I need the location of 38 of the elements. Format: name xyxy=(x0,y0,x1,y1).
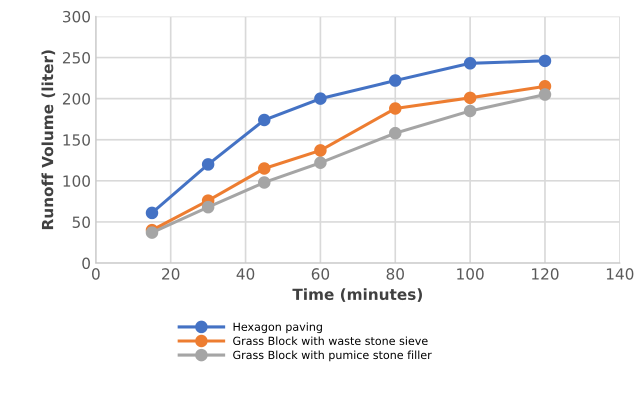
y-tick-label: 250 xyxy=(62,52,90,64)
y-tick-label: 0 xyxy=(82,258,90,270)
legend-label: Grass Block with waste stone sieve xyxy=(233,336,428,346)
point xyxy=(314,144,327,157)
y-tick-label: 200 xyxy=(62,93,90,105)
x-tick-label: 40 xyxy=(236,268,254,280)
point xyxy=(464,57,476,70)
y-tick-label: 50 xyxy=(72,216,90,228)
point xyxy=(146,206,158,220)
x-tick-label: 140 xyxy=(606,268,634,280)
x-axis-title: Time (minutes) xyxy=(292,288,422,302)
y-tick-label: 150 xyxy=(64,134,90,146)
legend-label: Hexagon paving xyxy=(234,322,322,334)
point xyxy=(258,162,271,175)
y-tick-label: 100 xyxy=(64,175,90,187)
x-tick-label: 100 xyxy=(457,268,484,280)
point xyxy=(389,126,402,140)
point xyxy=(202,200,214,214)
point xyxy=(464,92,476,104)
point xyxy=(202,158,214,171)
point xyxy=(258,176,271,189)
point xyxy=(314,92,327,105)
x-tick-label: 60 xyxy=(312,268,330,280)
point xyxy=(258,114,271,126)
point xyxy=(314,156,327,170)
point xyxy=(538,54,552,68)
point xyxy=(389,74,402,87)
legend-label: Grass Block with pumice stone filler xyxy=(233,350,432,362)
point xyxy=(464,104,476,118)
y-tick-label: 300 xyxy=(62,10,90,22)
y-axis-title: Runoff Volume (liter) xyxy=(41,50,56,230)
point xyxy=(389,102,402,115)
x-tick-label: 80 xyxy=(386,268,404,280)
x-tick-label: 0 xyxy=(92,268,100,280)
x-tick-label: 20 xyxy=(162,268,180,280)
point xyxy=(538,88,552,101)
x-tick-label: 120 xyxy=(532,268,559,280)
point xyxy=(146,226,158,239)
